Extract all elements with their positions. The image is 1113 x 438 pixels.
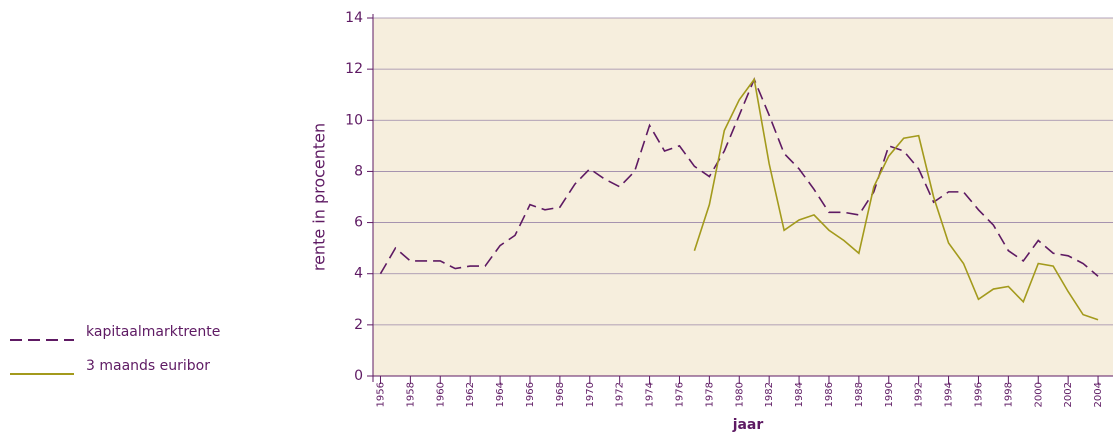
y-tick-label: 2: [354, 317, 363, 333]
x-tick-label: 1998: [1003, 382, 1014, 407]
y-tick-label: 14: [345, 10, 363, 26]
line-series: [693, 77, 1099, 321]
x-tick-label: 1994: [944, 382, 955, 407]
y-tick-label: 0: [354, 368, 363, 384]
x-tick-label: 1980: [734, 382, 745, 407]
y-tick-label: 4: [354, 266, 363, 282]
x-tick-label: 1966: [525, 382, 536, 407]
x-tick-label: 1996: [973, 382, 984, 407]
x-tick-label: 2000: [1033, 382, 1044, 407]
x-tick-label: 1968: [555, 382, 566, 407]
plot-background: [373, 18, 1113, 376]
y-axis-title: rente in procenten: [310, 123, 329, 271]
x-tick-label: 1962: [465, 382, 476, 407]
legend-label: 3 maands euribor: [86, 358, 210, 374]
x-tick-label: 1956: [375, 382, 386, 407]
y-tick-label: 8: [354, 163, 363, 179]
x-tick-label: 2002: [1063, 382, 1074, 407]
x-tick-label: 1974: [645, 382, 656, 407]
x-tick-label: 1992: [914, 382, 925, 407]
x-axis-title: jaar: [732, 417, 764, 433]
x-tick-label: 1988: [854, 382, 865, 407]
y-tick-label: 10: [345, 112, 363, 128]
line-series: [379, 77, 1099, 277]
x-tick-label: 2004: [1093, 382, 1104, 407]
y-tick-label: 12: [345, 61, 363, 77]
x-tick-label: 1960: [435, 382, 446, 407]
x-tick-label: 1976: [674, 382, 685, 407]
x-tick-label: 1972: [615, 382, 626, 407]
legend-label: kapitaalmarktrente: [86, 324, 220, 340]
x-tick-label: 1984: [794, 382, 805, 407]
y-tick-label: 6: [354, 215, 363, 231]
x-tick-label: 1990: [884, 382, 895, 407]
x-tick-label: 1978: [704, 382, 715, 407]
x-tick-label: 1964: [495, 382, 506, 407]
x-tick-label: 1958: [405, 382, 416, 407]
x-tick-label: 1982: [764, 382, 775, 407]
x-tick-label: 1986: [824, 382, 835, 407]
x-tick-label: 1970: [585, 382, 596, 407]
